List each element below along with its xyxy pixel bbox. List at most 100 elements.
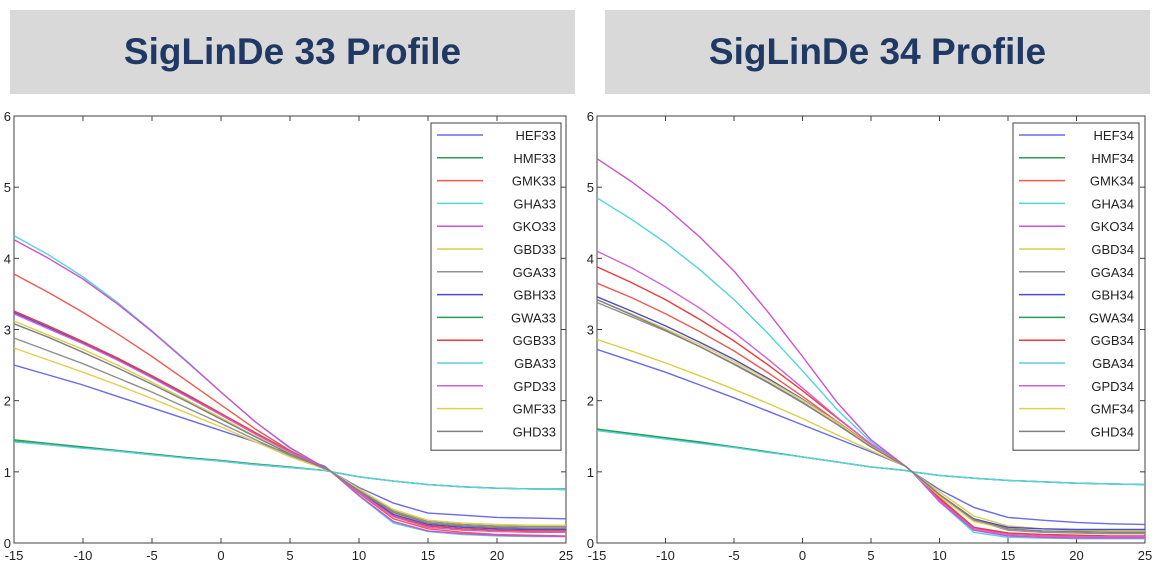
x-tick-label: -5 bbox=[728, 548, 740, 563]
x-tick-label: 25 bbox=[1138, 548, 1152, 563]
legend-label: GPD34 bbox=[1091, 379, 1134, 394]
y-tick-label: 0 bbox=[4, 536, 11, 551]
legend-label: GBH34 bbox=[1091, 288, 1134, 303]
chart-title-34: SigLinDe 34 Profile bbox=[708, 31, 1047, 72]
x-tick-label: 20 bbox=[490, 548, 504, 563]
legend-box bbox=[1012, 122, 1140, 451]
x-tick-label: 20 bbox=[1069, 548, 1083, 563]
y-tick-label: 1 bbox=[4, 465, 11, 480]
legend-label: GMF34 bbox=[1091, 402, 1134, 417]
series-line-ghd33 bbox=[13, 323, 566, 529]
legend-item: GMF33 bbox=[437, 402, 556, 417]
chart-title-bar-34: SigLinDe 34 Profile bbox=[605, 10, 1150, 94]
legend-item: GGA34 bbox=[1019, 265, 1134, 280]
legend-label: GHD33 bbox=[513, 424, 556, 439]
legend-label: GBH33 bbox=[513, 288, 556, 303]
chart-34: 0 1 2 3 4 5 6 -15 -10 -5 0 5 10 15 20 25 HEF34 HMF34 GMK34… bbox=[587, 109, 1152, 563]
legend-label: GBA34 bbox=[1092, 356, 1134, 371]
x-tick-label: 15 bbox=[421, 548, 435, 563]
x-tick-label: 5 bbox=[867, 548, 874, 563]
legend-item: GGB34 bbox=[1019, 333, 1134, 348]
chart-title-33: SigLinDe 33 Profile bbox=[123, 31, 462, 72]
x-tick-label: 0 bbox=[799, 548, 806, 563]
legend-label: GMK34 bbox=[1090, 174, 1134, 189]
legend-label: GKO33 bbox=[513, 219, 556, 234]
legend-item: GWA34 bbox=[1019, 310, 1134, 325]
series-line-gba34 bbox=[596, 429, 1146, 486]
legend-label: GMK33 bbox=[512, 174, 556, 189]
legend-item: GBD33 bbox=[437, 242, 556, 257]
legend-label: GGA34 bbox=[1091, 265, 1134, 280]
legend-item: HEF33 bbox=[437, 128, 556, 143]
y-tick-label: 6 bbox=[587, 109, 594, 124]
x-tick-label: 15 bbox=[1001, 548, 1015, 563]
legend-label: HMF33 bbox=[513, 151, 556, 166]
y-tick-label: 5 bbox=[587, 180, 594, 195]
legend-34: HEF34 HMF34 GMK34 GHA34 GKO34 GBD34 GGA34 GBH34… bbox=[1012, 122, 1140, 451]
y-tick-label: 1 bbox=[587, 465, 594, 480]
legend-item: GMK33 bbox=[437, 174, 556, 189]
legend-item: GMK34 bbox=[1019, 174, 1134, 189]
x-tick-label: 5 bbox=[286, 548, 293, 563]
legend-item: GHA34 bbox=[1019, 196, 1134, 211]
series-line-gko34 bbox=[596, 158, 1145, 539]
legend-33: HEF33 HMF33 GMK33 GHA33 GKO33 GBD33 GGA33 GBH33… bbox=[430, 122, 562, 451]
legend-item: GGA33 bbox=[437, 265, 556, 280]
legend-label: GBD33 bbox=[513, 242, 556, 257]
legend-item: HMF34 bbox=[1019, 151, 1134, 166]
legend-item: GHD34 bbox=[1019, 424, 1134, 439]
legend-item: GBH33 bbox=[437, 288, 556, 303]
series-line-gmf33 bbox=[13, 347, 566, 526]
x-tick-label: 10 bbox=[352, 548, 366, 563]
legend-item: GPD33 bbox=[437, 379, 556, 394]
y-tick-label: 2 bbox=[4, 394, 11, 409]
legend-label: HEF34 bbox=[1094, 128, 1134, 143]
x-tick-label: -10 bbox=[656, 548, 675, 563]
x-tick-label: -5 bbox=[146, 548, 158, 563]
legend-label: GBA33 bbox=[514, 356, 556, 371]
legend-label: GHA33 bbox=[513, 196, 556, 211]
series-line-ghd34 bbox=[596, 298, 1145, 533]
legend-item: GBH34 bbox=[1019, 288, 1134, 303]
legend-item: GBA34 bbox=[1019, 356, 1134, 371]
y-tick-label: 4 bbox=[4, 251, 11, 266]
y-tick-label: 4 bbox=[587, 251, 594, 266]
legend-label: GGB33 bbox=[513, 333, 556, 348]
series-line-gha34 bbox=[596, 197, 1145, 540]
legend-label: GBD34 bbox=[1091, 242, 1134, 257]
legend-item: GWA33 bbox=[437, 310, 556, 325]
x-tick-label: -15 bbox=[5, 548, 24, 563]
series-line-gba33 bbox=[13, 441, 567, 491]
series-line-gpd34 bbox=[596, 250, 1145, 538]
legend-item: GMF34 bbox=[1019, 402, 1134, 417]
legend-item: GKO34 bbox=[1019, 219, 1134, 234]
legend-box bbox=[430, 122, 562, 451]
legend-label: HEF33 bbox=[516, 128, 556, 143]
series-line-gko33 bbox=[13, 239, 567, 538]
x-tick-label: 25 bbox=[559, 548, 573, 563]
legend-label: GGA33 bbox=[513, 265, 556, 280]
y-tick-label: 5 bbox=[4, 180, 11, 195]
legend-label: GHA34 bbox=[1091, 196, 1134, 211]
legend-label: GKO34 bbox=[1091, 219, 1134, 234]
chart-title-bar-33: SigLinDe 33 Profile bbox=[10, 10, 575, 94]
x-tick-label: -15 bbox=[588, 548, 607, 563]
legend-label: GWA33 bbox=[511, 310, 556, 325]
legend-item: HMF33 bbox=[437, 151, 556, 166]
legend-label: GWA34 bbox=[1089, 310, 1134, 325]
x-tick-label: 0 bbox=[217, 548, 224, 563]
legend-item: GBA33 bbox=[437, 356, 556, 371]
y-tick-label: 3 bbox=[587, 323, 594, 338]
legend-item: HEF34 bbox=[1019, 128, 1134, 143]
legend-label: GGB34 bbox=[1091, 333, 1134, 348]
legend-label: GPD33 bbox=[513, 379, 556, 394]
y-tick-label: 6 bbox=[4, 109, 11, 124]
legend-label: GMF33 bbox=[513, 402, 556, 417]
legend-item: GHA33 bbox=[437, 196, 556, 211]
legend-item: GKO33 bbox=[437, 219, 556, 234]
legend-item: GPD34 bbox=[1019, 379, 1134, 394]
legend-label: GHD34 bbox=[1091, 424, 1134, 439]
chart-33: 0 1 2 3 4 5 6 -15 -10 -5 0 5 10 15 20 25 HEF33 HMF33 GMK33… bbox=[4, 109, 573, 563]
y-tick-label: 3 bbox=[4, 323, 11, 338]
